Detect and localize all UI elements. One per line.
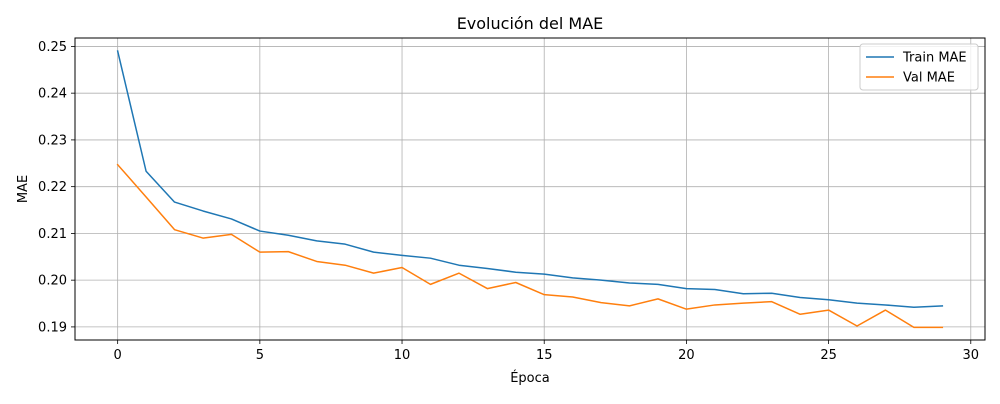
grid bbox=[75, 38, 985, 340]
x-tick-label: 25 bbox=[820, 348, 837, 363]
series-line-val-mae bbox=[116, 163, 944, 329]
legend-label-val-mae: Val MAE bbox=[903, 71, 955, 86]
x-tick-label: 30 bbox=[963, 348, 980, 363]
x-axis-label: Época bbox=[510, 370, 550, 386]
axis-ticks: 0 5 10 15 20 25 30 0.19 0.20 0.21 0.22 0.23 0.24 0.25 bbox=[38, 40, 979, 363]
plot-frame bbox=[74, 37, 986, 341]
y-axis-label: MAE bbox=[16, 175, 31, 203]
series-line-train-mae bbox=[116, 50, 944, 309]
chart-title: Evolución del MAE bbox=[457, 14, 604, 33]
x-tick-label: 20 bbox=[678, 348, 695, 363]
y-tick-label: 0.24 bbox=[38, 87, 67, 102]
series-lines bbox=[116, 50, 944, 329]
y-tick-label: 0.25 bbox=[38, 40, 67, 55]
legend-label-train-mae: Train MAE bbox=[902, 51, 967, 66]
x-tick-label: 10 bbox=[394, 348, 411, 363]
x-tick-label: 15 bbox=[536, 348, 553, 363]
y-tick-label: 0.20 bbox=[38, 274, 67, 289]
x-tick-label: 0 bbox=[114, 348, 122, 363]
y-tick-label: 0.19 bbox=[38, 320, 67, 335]
y-tick-label: 0.21 bbox=[38, 227, 67, 242]
legend-box bbox=[859, 43, 979, 91]
legend: Train MAE Val MAE bbox=[859, 43, 979, 91]
y-tick-label: 0.22 bbox=[38, 180, 67, 195]
y-tick-label: 0.23 bbox=[38, 133, 67, 148]
x-tick-label: 5 bbox=[256, 348, 264, 363]
